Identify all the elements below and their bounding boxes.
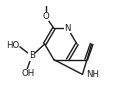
Text: N: N <box>64 24 71 33</box>
Text: NH: NH <box>86 70 99 79</box>
Text: OH: OH <box>21 69 34 78</box>
Text: HO: HO <box>6 41 19 50</box>
Text: O: O <box>42 12 49 21</box>
Text: B: B <box>29 51 35 60</box>
